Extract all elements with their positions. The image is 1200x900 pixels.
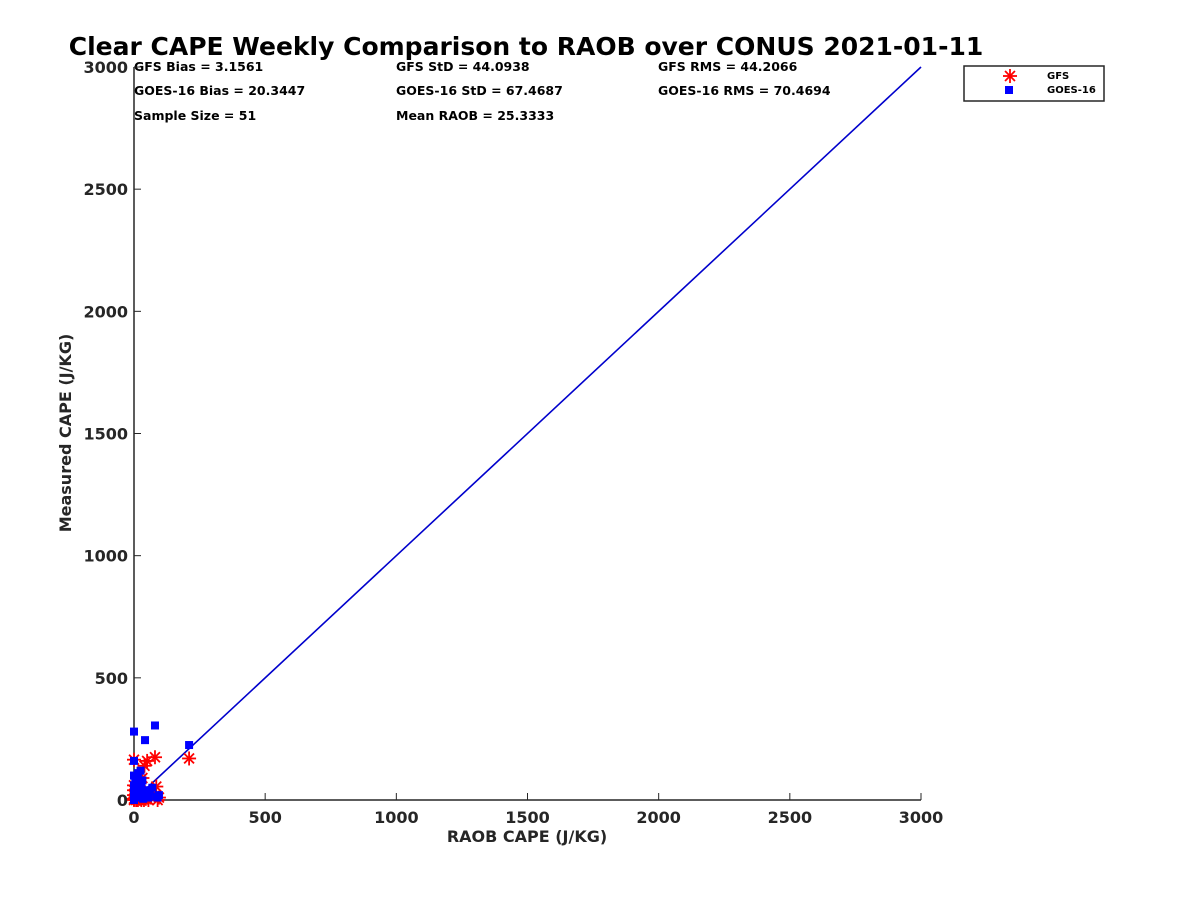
y-axis-label: Measured CAPE (J/KG) bbox=[56, 334, 75, 533]
gfs-bias-stat: GFS Bias = 3.1561 bbox=[134, 59, 263, 74]
goes16-point bbox=[154, 791, 163, 800]
goes16-point bbox=[138, 776, 147, 785]
goes16-point bbox=[148, 783, 157, 792]
gfs-std-stat: GFS StD = 44.0938 bbox=[396, 59, 530, 74]
axes: 0 500 1000 1500 2000 2500 3000 0 500 1000 1500 2000… bbox=[83, 58, 943, 827]
gfs-rms-stat: GFS RMS = 44.2066 bbox=[658, 59, 798, 74]
x-tick-label: 3000 bbox=[899, 808, 944, 827]
y-tick-label: 3000 bbox=[83, 58, 128, 77]
x-tick-label: 0 bbox=[128, 808, 139, 827]
goes16-point bbox=[137, 781, 146, 790]
goes16-point bbox=[130, 796, 138, 804]
goes16-point bbox=[185, 741, 194, 750]
goes-bias-stat: GOES-16 Bias = 20.3447 bbox=[134, 83, 305, 98]
legend-gfs-label: GFS bbox=[1047, 71, 1069, 82]
y-tick-label: 2000 bbox=[83, 302, 128, 321]
x-tick-label: 500 bbox=[248, 808, 281, 827]
reference-line-group bbox=[133, 66, 922, 801]
goes16-point bbox=[144, 793, 153, 802]
goes16-point bbox=[141, 736, 150, 745]
x-tick-label: 1500 bbox=[505, 808, 550, 827]
y-tick-label: 1500 bbox=[83, 425, 128, 444]
legend-goes16-label: GOES-16 bbox=[1047, 85, 1096, 96]
y-tick-label: 500 bbox=[95, 669, 128, 688]
goes-std-stat: GOES-16 StD = 67.4687 bbox=[396, 83, 563, 98]
chart-title: Clear CAPE Weekly Comparison to RAOB ove… bbox=[69, 32, 984, 61]
goes16-point bbox=[130, 756, 138, 765]
statistics-block: GFS Bias = 3.1561 GFS StD = 44.0938 GFS … bbox=[134, 59, 831, 123]
legend-goes16-marker-shape bbox=[1005, 86, 1013, 94]
legend-gfs-marker-shape bbox=[1003, 69, 1017, 83]
x-axis-label: RAOB CAPE (J/KG) bbox=[447, 827, 607, 846]
x-tick-label: 1000 bbox=[374, 808, 419, 827]
goes16-point bbox=[140, 786, 149, 795]
x-tick-label: 2000 bbox=[636, 808, 681, 827]
legend-box bbox=[963, 65, 1105, 102]
goes16-point bbox=[130, 727, 138, 736]
y-tick-label: 1000 bbox=[83, 547, 128, 566]
y-tick-label: 2500 bbox=[83, 180, 128, 199]
legend: GFS GOES-16 bbox=[963, 65, 1105, 102]
goes16-point bbox=[136, 766, 145, 775]
gfs-point bbox=[182, 751, 197, 766]
x-tick-label: 2500 bbox=[768, 808, 813, 827]
legend-gfs-asterisk-icon bbox=[1003, 69, 1017, 83]
data-points bbox=[127, 721, 197, 807]
one-to-one-line bbox=[133, 66, 922, 801]
sample-size-stat: Sample Size = 51 bbox=[134, 108, 256, 123]
goes16-point bbox=[150, 721, 159, 730]
mean-raob-stat: Mean RAOB = 25.3333 bbox=[396, 108, 554, 123]
y-tick-label: 0 bbox=[117, 791, 128, 810]
goes-rms-stat: GOES-16 RMS = 70.4694 bbox=[658, 83, 831, 98]
legend-goes16-square-icon bbox=[1005, 86, 1013, 94]
goes16-point bbox=[132, 774, 141, 783]
gfs-point bbox=[147, 750, 162, 765]
